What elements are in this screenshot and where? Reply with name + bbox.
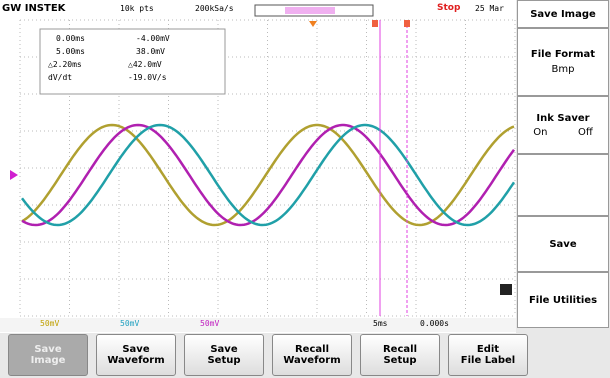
empty-slot	[517, 154, 609, 216]
label: Ink Saver	[518, 113, 608, 124]
softkey-label: Recall	[361, 344, 439, 355]
on: On	[533, 127, 547, 138]
cursor-row: 0.00ms-4.00mV	[48, 32, 226, 45]
sample-rate: 200kSa/s	[195, 4, 234, 13]
softkey-label: Waveform	[97, 355, 175, 366]
cursor-2-marker	[404, 20, 410, 27]
record-length: 10k pts	[120, 4, 154, 13]
cursor-value: dV/dt	[48, 71, 128, 84]
cursor-1-marker	[372, 20, 378, 27]
softkey-label: Save	[185, 344, 263, 355]
softkey-label: Recall	[273, 344, 351, 355]
cursor-value: 0.00ms	[48, 32, 136, 45]
softkey-label: Edit	[449, 344, 527, 355]
cursor-value: -4.00mV	[136, 32, 226, 45]
memory-window	[285, 7, 335, 14]
softkey-label: Setup	[185, 355, 263, 366]
cursor-value: 5.00ms	[48, 45, 136, 58]
off: Off	[578, 127, 593, 138]
channel-scale: 50mV	[200, 319, 219, 328]
softkey-label: Save	[97, 344, 175, 355]
value: Bmp	[518, 64, 608, 75]
cursor-value: 38.0mV	[136, 45, 226, 58]
scope-screen: GW INSTEK 10k pts 200kSa/s Stop 25 Mar 0…	[0, 0, 610, 378]
channel-status: 50mV 50mV 50mV 5ms 0.000s	[28, 319, 516, 331]
ink-saver[interactable]: Ink Saver On Off	[517, 96, 609, 154]
softkey-label: File Label	[449, 355, 527, 366]
save[interactable]: Save	[517, 216, 609, 272]
icon	[500, 284, 512, 295]
label: File Format	[518, 49, 608, 60]
cursor-row: △2.20ms△42.0mV	[48, 58, 226, 71]
cursor-value: △42.0mV	[128, 58, 218, 71]
channel-scale: 50mV	[40, 319, 59, 328]
brand: GW INSTEK	[2, 3, 65, 14]
softkey-label: Setup	[361, 355, 439, 366]
date: 25 Mar	[475, 4, 504, 13]
file-format[interactable]: File Format Bmp	[517, 28, 609, 96]
softkey-label: Save	[9, 344, 87, 355]
timebase: 5ms	[373, 319, 387, 328]
softkey-label: Image	[9, 355, 87, 366]
cursor-value: △2.20ms	[48, 58, 128, 71]
position: 0.000s	[420, 319, 449, 328]
softkey-label: Waveform	[273, 355, 351, 366]
menu-title: Save Image	[517, 0, 609, 28]
file-utilities[interactable]: File Utilities	[517, 272, 609, 328]
cursor-row: dV/dt-19.0V/s	[48, 71, 226, 84]
channel-scale: 50mV	[120, 319, 139, 328]
cursor-value: -19.0V/s	[128, 71, 218, 84]
run-status: Stop	[437, 3, 460, 13]
